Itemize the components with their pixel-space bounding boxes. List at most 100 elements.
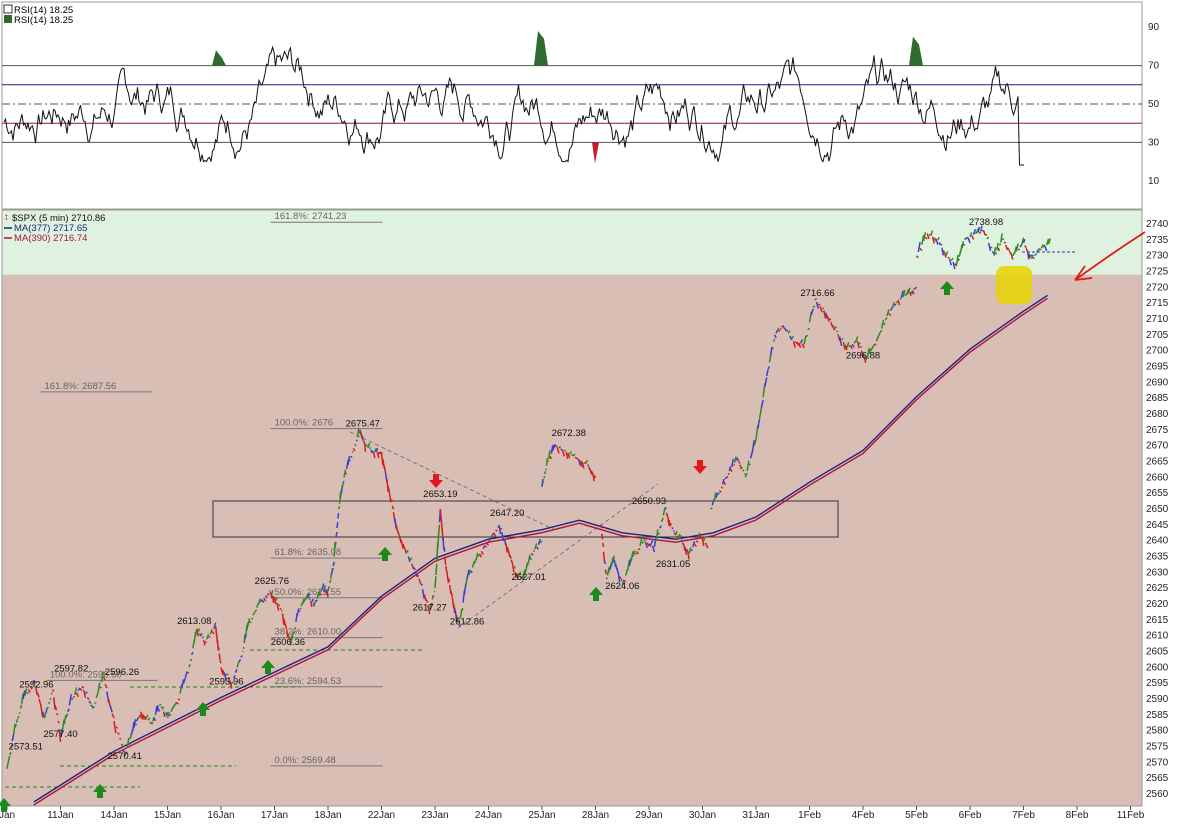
price-label: 2653.19 xyxy=(423,489,457,500)
price-tick-label: 2610 xyxy=(1146,631,1169,642)
price-segment xyxy=(337,506,341,510)
price-segment xyxy=(427,604,431,615)
price-segment xyxy=(150,721,154,725)
price-segment xyxy=(523,569,527,575)
price-segment xyxy=(362,437,365,439)
price-segment xyxy=(592,472,595,482)
price-segment xyxy=(177,698,181,701)
price-segment xyxy=(14,723,18,728)
price-segment xyxy=(263,597,267,602)
price-segment xyxy=(495,529,498,532)
price-segment xyxy=(701,538,705,547)
price-label: 2596.26 xyxy=(105,667,139,678)
price-segment xyxy=(914,286,918,289)
price-segment xyxy=(553,444,557,449)
price-tick-label: 2560 xyxy=(1146,789,1169,800)
price-segment xyxy=(364,443,368,447)
x-tick-label: 11Jan xyxy=(47,810,74,821)
price-segment xyxy=(753,439,757,446)
fib-label: 100.0%: 2596.50 xyxy=(50,669,122,680)
buy-arrow-icon xyxy=(261,660,275,674)
price-segment xyxy=(500,527,503,530)
price-tick-label: 2650 xyxy=(1146,504,1169,515)
price-segment xyxy=(723,481,726,486)
price-segment xyxy=(321,583,325,589)
price-segment xyxy=(125,751,129,755)
price-segment xyxy=(684,546,688,556)
price-segment xyxy=(859,346,863,349)
price-segment xyxy=(9,751,12,756)
price-segment xyxy=(414,571,418,578)
price-series xyxy=(6,225,1052,769)
price-segment xyxy=(534,543,538,550)
price-segment xyxy=(527,554,531,562)
price-segment xyxy=(197,628,201,632)
price-segment xyxy=(327,586,330,592)
price-segment xyxy=(90,704,94,708)
price-segment xyxy=(173,702,178,706)
price-segment xyxy=(347,456,351,465)
price-segment xyxy=(963,236,968,241)
price-segment xyxy=(749,451,754,459)
price-segment xyxy=(370,449,373,454)
price-segment xyxy=(849,345,853,350)
price-tick-label: 2680 xyxy=(1146,409,1169,420)
price-segment xyxy=(166,711,171,719)
price-segment xyxy=(842,342,846,350)
price-segment xyxy=(509,555,512,559)
price-segment xyxy=(957,258,960,262)
price-segment xyxy=(45,707,48,714)
price-segment xyxy=(317,589,321,597)
price-segment xyxy=(372,451,376,459)
price-segment xyxy=(905,289,910,295)
price-segment xyxy=(390,498,393,502)
price-segment xyxy=(164,712,167,715)
price-segment xyxy=(270,593,273,599)
price-segment xyxy=(391,505,395,510)
price-segment xyxy=(104,683,108,689)
price-segment xyxy=(574,456,578,460)
price-segment xyxy=(247,618,251,627)
price-segment xyxy=(1004,244,1009,251)
price-segment xyxy=(605,577,608,580)
price-segment xyxy=(1001,238,1005,241)
price-segment xyxy=(819,306,823,313)
fib-label: 23.6%: 2594.53 xyxy=(275,676,342,687)
price-segment xyxy=(461,607,464,611)
price-segment xyxy=(505,543,508,553)
consolidation-box xyxy=(212,500,839,538)
price-segment xyxy=(617,572,621,583)
price-segment xyxy=(940,243,943,246)
price-segment xyxy=(688,547,692,554)
price-segment xyxy=(865,356,869,361)
rsi-pane xyxy=(1,1,1143,210)
price-segment xyxy=(131,721,135,731)
price-segment xyxy=(154,705,158,715)
price-segment xyxy=(184,671,188,679)
price-segment xyxy=(632,550,636,557)
price-segment xyxy=(975,228,979,234)
price-segment xyxy=(703,536,706,541)
price-segment xyxy=(1024,245,1027,249)
price-segment xyxy=(641,541,645,544)
price-label: 2627.01 xyxy=(511,572,545,583)
price-tick-label: 2630 xyxy=(1146,567,1169,578)
buy-arrow-icon xyxy=(93,784,107,798)
price-segment xyxy=(273,597,277,605)
price-segment xyxy=(396,530,400,536)
price-segment xyxy=(556,446,560,454)
price-segment xyxy=(165,711,169,717)
price-segment xyxy=(888,312,892,317)
price-segment xyxy=(695,540,699,543)
price-segment xyxy=(987,242,992,252)
red-pointer-arrow xyxy=(1074,231,1146,281)
price-segment xyxy=(644,541,648,549)
price-tick-label: 2655 xyxy=(1146,488,1169,499)
price-segment xyxy=(54,705,58,711)
price-segment xyxy=(831,325,836,331)
price-segment xyxy=(967,237,971,244)
price-segment xyxy=(137,716,140,719)
price-segment xyxy=(846,342,850,348)
price-segment xyxy=(493,532,497,537)
price-segment xyxy=(679,535,682,540)
